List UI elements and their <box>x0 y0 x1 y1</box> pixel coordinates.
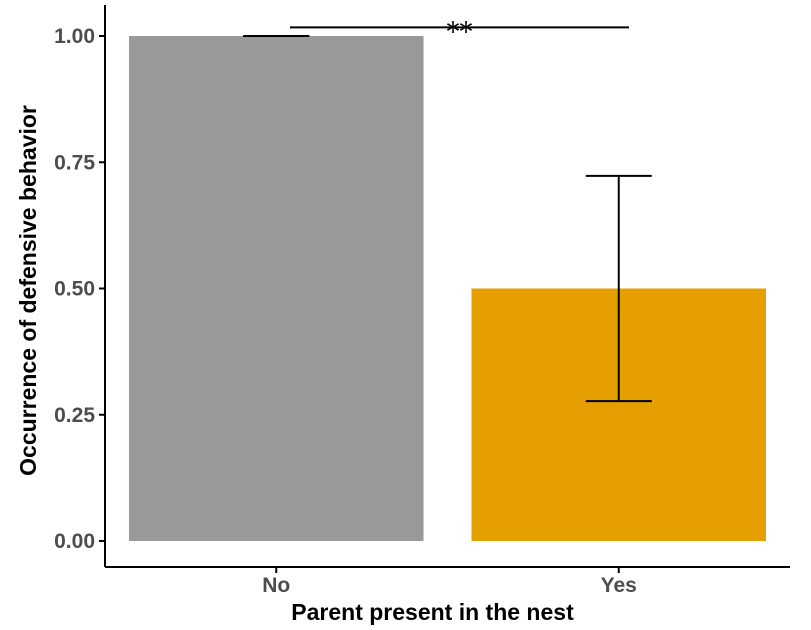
significance-label: ** <box>447 17 473 47</box>
x-axis-title: Parent present in the nest <box>291 599 574 625</box>
y-axis-title: Occurrence of defensive behavior <box>15 105 41 476</box>
bar-no <box>128 36 424 541</box>
error-bars-layer <box>243 35 652 403</box>
significance-layer: ** <box>290 17 629 47</box>
y-tick-label: 0.75 <box>54 151 95 174</box>
x-ticks: No Yes <box>262 567 637 597</box>
bars-layer <box>128 36 767 541</box>
x-tick-label: Yes <box>601 574 637 597</box>
y-tick-label: 0.50 <box>54 278 95 301</box>
y-ticks: 0.00 0.25 0.50 0.75 1.00 <box>54 25 105 553</box>
axes-layer: 0.00 0.25 0.50 0.75 1.00 No Yes <box>54 5 790 597</box>
y-tick-label: 0.00 <box>54 530 95 553</box>
x-tick-label: No <box>262 574 290 597</box>
y-tick-label: 1.00 <box>54 25 95 48</box>
y-tick-label: 0.25 <box>54 404 95 427</box>
